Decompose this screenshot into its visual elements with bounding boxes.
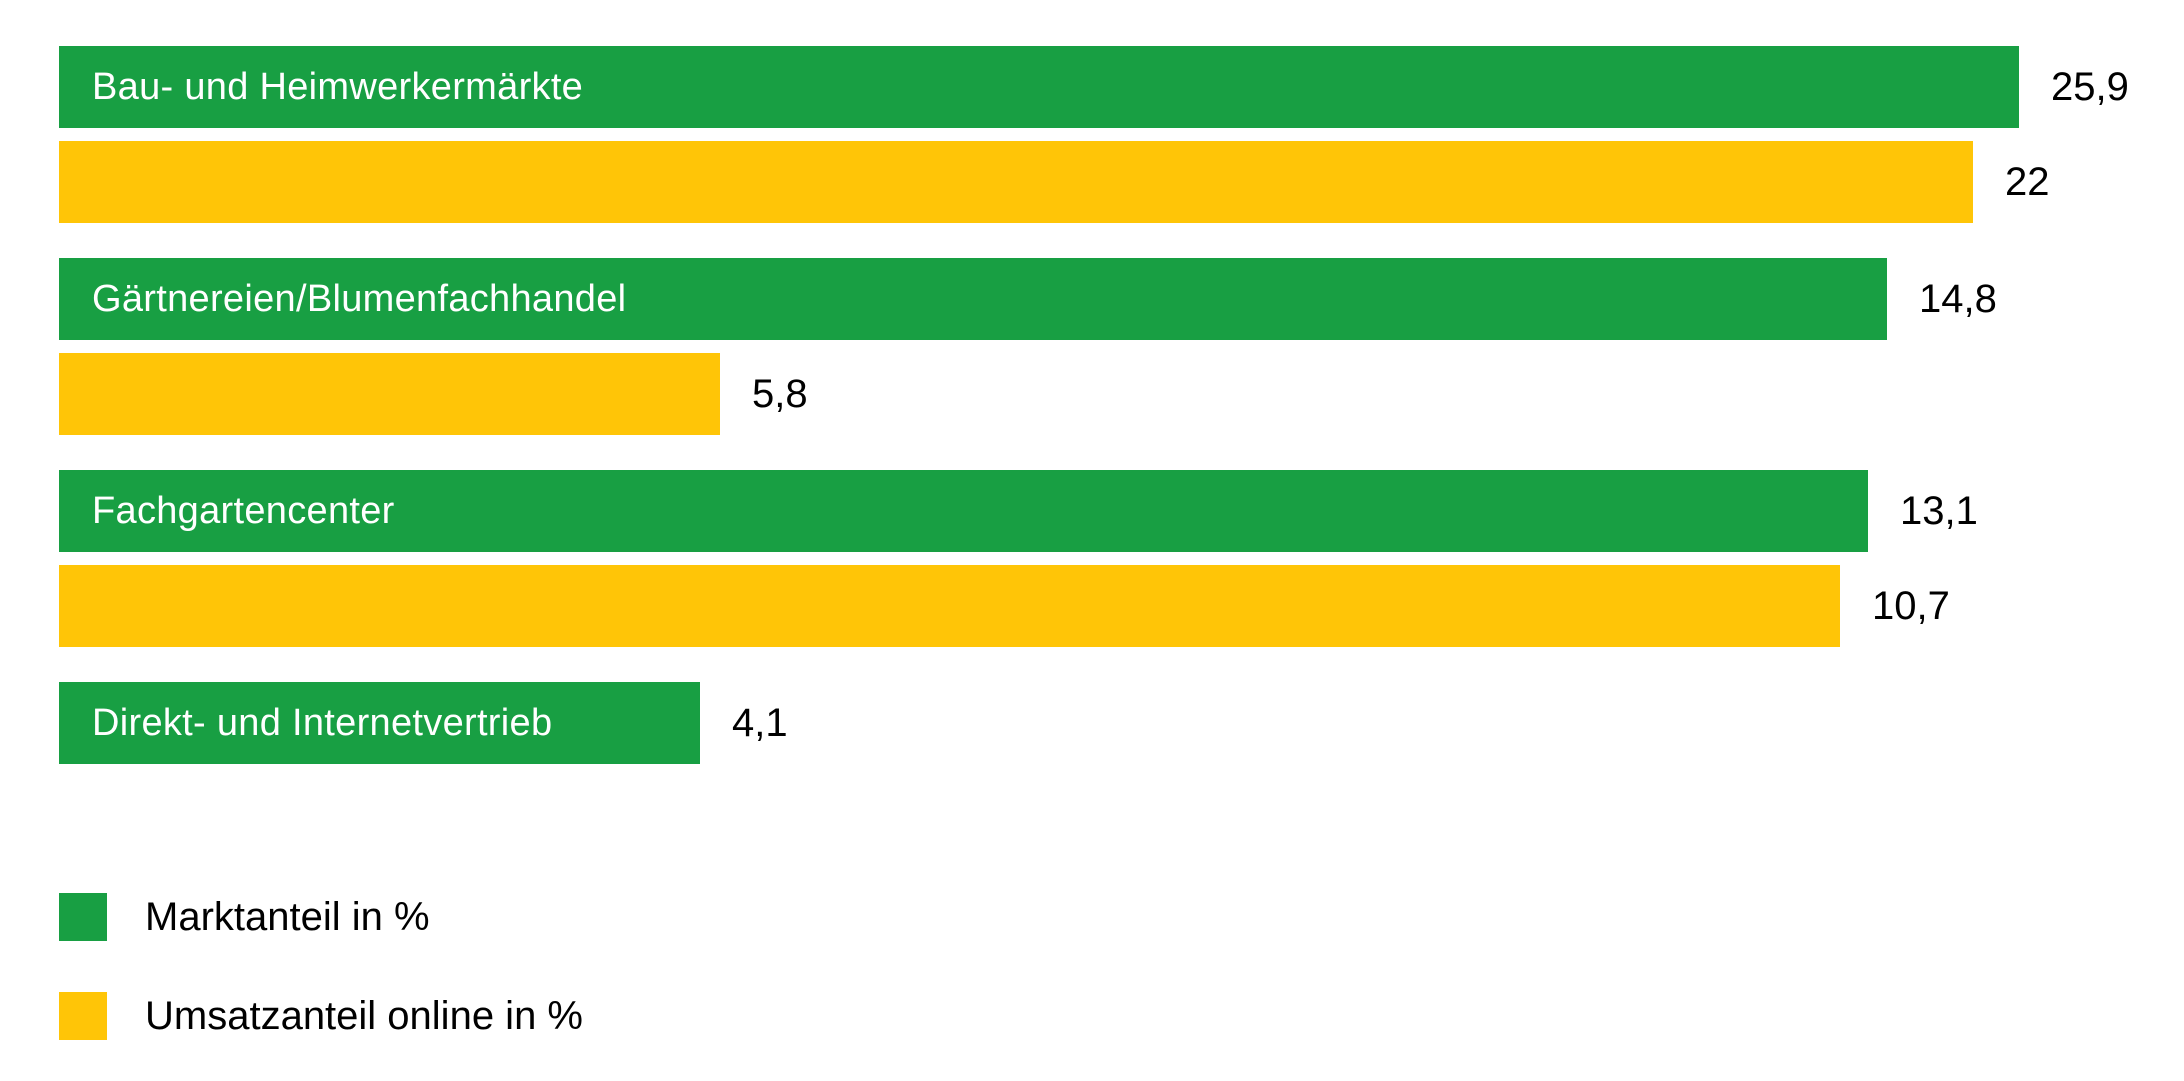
legend-item-marktanteil: Marktanteil in %	[59, 893, 583, 941]
bar-umsatzanteil-bau	[59, 141, 1973, 223]
legend-label: Marktanteil in %	[145, 894, 430, 939]
value-label: 10,7	[1872, 583, 1950, 628]
value-label: 14,8	[1919, 276, 1997, 321]
bar-row-market-direktvertrieb: Direkt- und Internetvertrieb 4,1	[59, 682, 2184, 764]
category-label: Direkt- und Internetvertrieb	[92, 701, 553, 744]
value-label: 25,9	[2051, 64, 2129, 109]
bar-row-online-fachgartencenter: 10,7	[59, 565, 2184, 647]
bar-marktanteil-bau: Bau- und Heimwerkermärkte	[59, 46, 2019, 128]
value-label: 13,1	[1900, 488, 1978, 533]
legend-label: Umsatzanteil online in %	[145, 993, 583, 1038]
bar-chart: Bau- und Heimwerkermärkte 25,9 22 Gärtne…	[59, 46, 2184, 764]
bar-row-online-bau: 22	[59, 141, 2184, 223]
bar-row-market-gaertnereien: Gärtnereien/Blumenfachhandel 14,8	[59, 258, 2184, 340]
bar-row-market-bau: Bau- und Heimwerkermärkte 25,9	[59, 46, 2184, 128]
bar-marktanteil-direktvertrieb: Direkt- und Internetvertrieb	[59, 682, 700, 764]
bar-marktanteil-fachgartencenter: Fachgartencenter	[59, 470, 1868, 552]
category-label: Fachgartencenter	[92, 489, 395, 532]
legend: Marktanteil in % Umsatzanteil online in …	[59, 893, 583, 1040]
category-label: Gärtnereien/Blumenfachhandel	[92, 277, 627, 320]
bar-umsatzanteil-gaertnereien	[59, 353, 720, 435]
value-label: 4,1	[732, 700, 788, 745]
bar-row-market-fachgartencenter: Fachgartencenter 13,1	[59, 470, 2184, 552]
legend-swatch-yellow	[59, 992, 107, 1040]
legend-item-umsatzanteil-online: Umsatzanteil online in %	[59, 992, 583, 1040]
bar-row-online-gaertnereien: 5,8	[59, 353, 2184, 435]
bar-marktanteil-gaertnereien: Gärtnereien/Blumenfachhandel	[59, 258, 1887, 340]
value-label: 22	[2005, 159, 2050, 204]
value-label: 5,8	[752, 371, 808, 416]
category-label: Bau- und Heimwerkermärkte	[92, 65, 584, 108]
legend-swatch-green	[59, 893, 107, 941]
bar-umsatzanteil-fachgartencenter	[59, 565, 1840, 647]
